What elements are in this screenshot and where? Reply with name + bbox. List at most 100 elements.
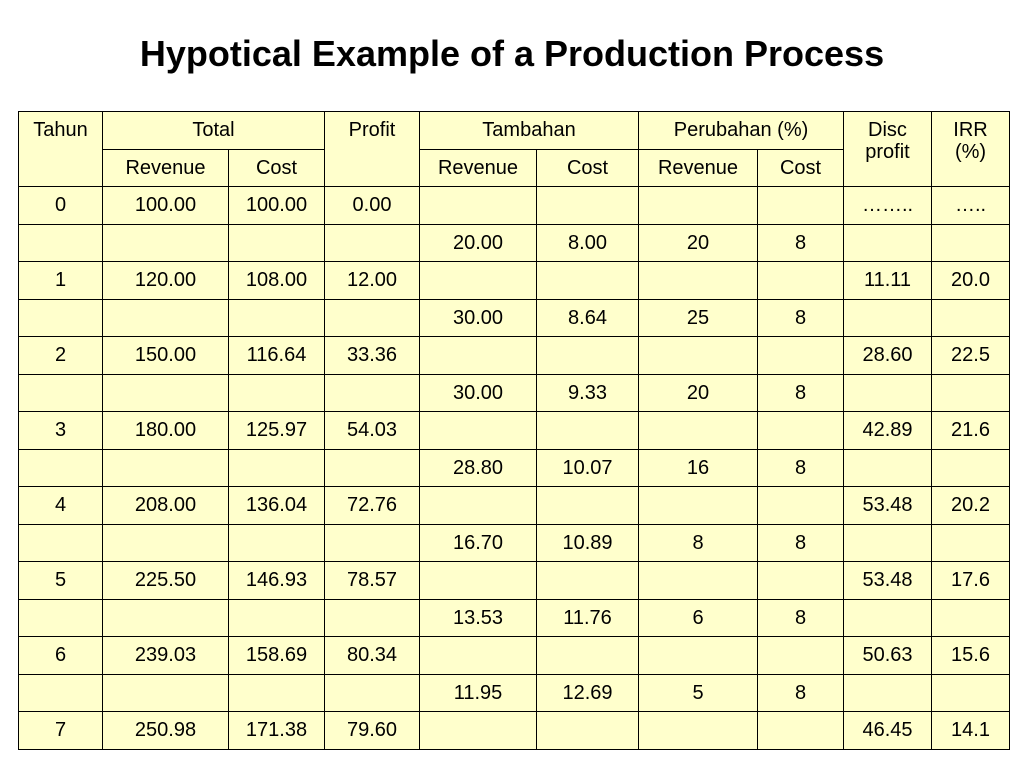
table-row: 2 150.00 116.64 33.36 28.60 22.5 (18, 336, 1010, 375)
cell-tambahan-revenue: 13.53 (419, 598, 537, 637)
header-tambahan: Tambahan (419, 111, 639, 150)
cell-irr (931, 673, 1010, 712)
cell-tambahan-cost: 10.89 (536, 523, 639, 562)
cell-tambahan-cost: 12.69 (536, 673, 639, 712)
cell-perubahan-cost (757, 711, 844, 750)
cell-disc-profit: 28.60 (843, 336, 932, 375)
cell-tambahan-cost (536, 711, 639, 750)
header-perubahan-revenue: Revenue (638, 148, 758, 187)
cell-perubahan-revenue (638, 636, 758, 675)
cell-perubahan-revenue: 20 (638, 373, 758, 412)
cell-tahun (18, 598, 103, 637)
cell-total-revenue (102, 298, 229, 337)
cell-profit (324, 298, 420, 337)
cell-perubahan-revenue (638, 336, 758, 375)
cell-profit (324, 448, 420, 487)
header-tambahan-cost: Cost (536, 148, 639, 187)
cell-profit: 80.34 (324, 636, 420, 675)
table-row: 30.00 9.33 20 8 (18, 373, 1010, 412)
cell-total-revenue (102, 223, 229, 262)
cell-tahun: 2 (18, 336, 103, 375)
cell-perubahan-revenue: 16 (638, 448, 758, 487)
cell-tambahan-cost (536, 411, 639, 450)
cell-tambahan-cost (536, 336, 639, 375)
cell-total-revenue: 239.03 (102, 636, 229, 675)
cell-tambahan-revenue (419, 186, 537, 225)
cell-tambahan-revenue (419, 561, 537, 600)
cell-perubahan-cost: 8 (757, 223, 844, 262)
cell-tambahan-revenue (419, 486, 537, 525)
cell-total-revenue: 120.00 (102, 261, 229, 300)
cell-irr (931, 448, 1010, 487)
cell-irr: 20.2 (931, 486, 1010, 525)
cell-profit (324, 523, 420, 562)
production-table: Tahun Total Profit Tambahan Perubahan (%… (18, 111, 1010, 750)
cell-tambahan-revenue (419, 411, 537, 450)
cell-profit: 33.36 (324, 336, 420, 375)
cell-perubahan-cost: 8 (757, 673, 844, 712)
cell-total-cost (228, 523, 325, 562)
table-row: 16.70 10.89 8 8 (18, 523, 1010, 562)
cell-disc-profit (843, 523, 932, 562)
header-perubahan: Perubahan (%) (638, 111, 844, 150)
cell-perubahan-revenue (638, 711, 758, 750)
cell-perubahan-revenue (638, 486, 758, 525)
cell-total-cost: 171.38 (228, 711, 325, 750)
cell-tahun (18, 298, 103, 337)
table-row: 28.80 10.07 16 8 (18, 448, 1010, 487)
cell-total-cost: 136.04 (228, 486, 325, 525)
cell-perubahan-revenue (638, 186, 758, 225)
header-disc-profit-line2: profit (865, 141, 910, 163)
cell-profit (324, 223, 420, 262)
header-total-cost: Cost (228, 148, 325, 187)
cell-perubahan-cost: 8 (757, 448, 844, 487)
cell-total-revenue (102, 673, 229, 712)
cell-tahun (18, 373, 103, 412)
cell-perubahan-revenue (638, 411, 758, 450)
cell-tambahan-cost: 11.76 (536, 598, 639, 637)
cell-total-cost: 146.93 (228, 561, 325, 600)
cell-total-cost: 108.00 (228, 261, 325, 300)
cell-tambahan-cost (536, 636, 639, 675)
cell-perubahan-revenue (638, 261, 758, 300)
cell-perubahan-cost (757, 486, 844, 525)
cell-profit: 0.00 (324, 186, 420, 225)
cell-irr (931, 298, 1010, 337)
cell-irr: 21.6 (931, 411, 1010, 450)
slide-title: Hypotical Example of a Production Proces… (139, 33, 885, 74)
header-total-revenue: Revenue (102, 148, 229, 187)
table-row: 5 225.50 146.93 78.57 53.48 17.6 (18, 561, 1010, 600)
header-disc-profit-line1: Disc (868, 119, 907, 141)
cell-perubahan-revenue: 5 (638, 673, 758, 712)
header-irr-line2: (%) (954, 141, 987, 163)
cell-irr (931, 373, 1010, 412)
cell-profit: 12.00 (324, 261, 420, 300)
cell-total-cost: 116.64 (228, 336, 325, 375)
table-row: 1 120.00 108.00 12.00 11.11 20.0 (18, 261, 1010, 300)
cell-disc-profit (843, 448, 932, 487)
cell-total-cost (228, 373, 325, 412)
cell-total-cost (228, 223, 325, 262)
table-row: 11.95 12.69 5 8 (18, 673, 1010, 712)
header-perubahan-cost: Cost (757, 148, 844, 187)
cell-irr: 15.6 (931, 636, 1010, 675)
cell-perubahan-revenue: 6 (638, 598, 758, 637)
cell-perubahan-cost (757, 261, 844, 300)
cell-tahun: 3 (18, 411, 103, 450)
cell-profit (324, 373, 420, 412)
cell-total-revenue (102, 598, 229, 637)
table-row: 3 180.00 125.97 54.03 42.89 21.6 (18, 411, 1010, 450)
cell-profit (324, 598, 420, 637)
cell-tambahan-cost (536, 486, 639, 525)
cell-total-cost (228, 298, 325, 337)
cell-irr (931, 523, 1010, 562)
cell-disc-profit (843, 373, 932, 412)
cell-perubahan-cost (757, 186, 844, 225)
cell-perubahan-cost: 8 (757, 523, 844, 562)
cell-disc-profit: 53.48 (843, 561, 932, 600)
cell-tambahan-cost: 9.33 (536, 373, 639, 412)
cell-tambahan-revenue (419, 711, 537, 750)
cell-total-cost (228, 598, 325, 637)
cell-total-revenue: 180.00 (102, 411, 229, 450)
cell-total-cost: 125.97 (228, 411, 325, 450)
